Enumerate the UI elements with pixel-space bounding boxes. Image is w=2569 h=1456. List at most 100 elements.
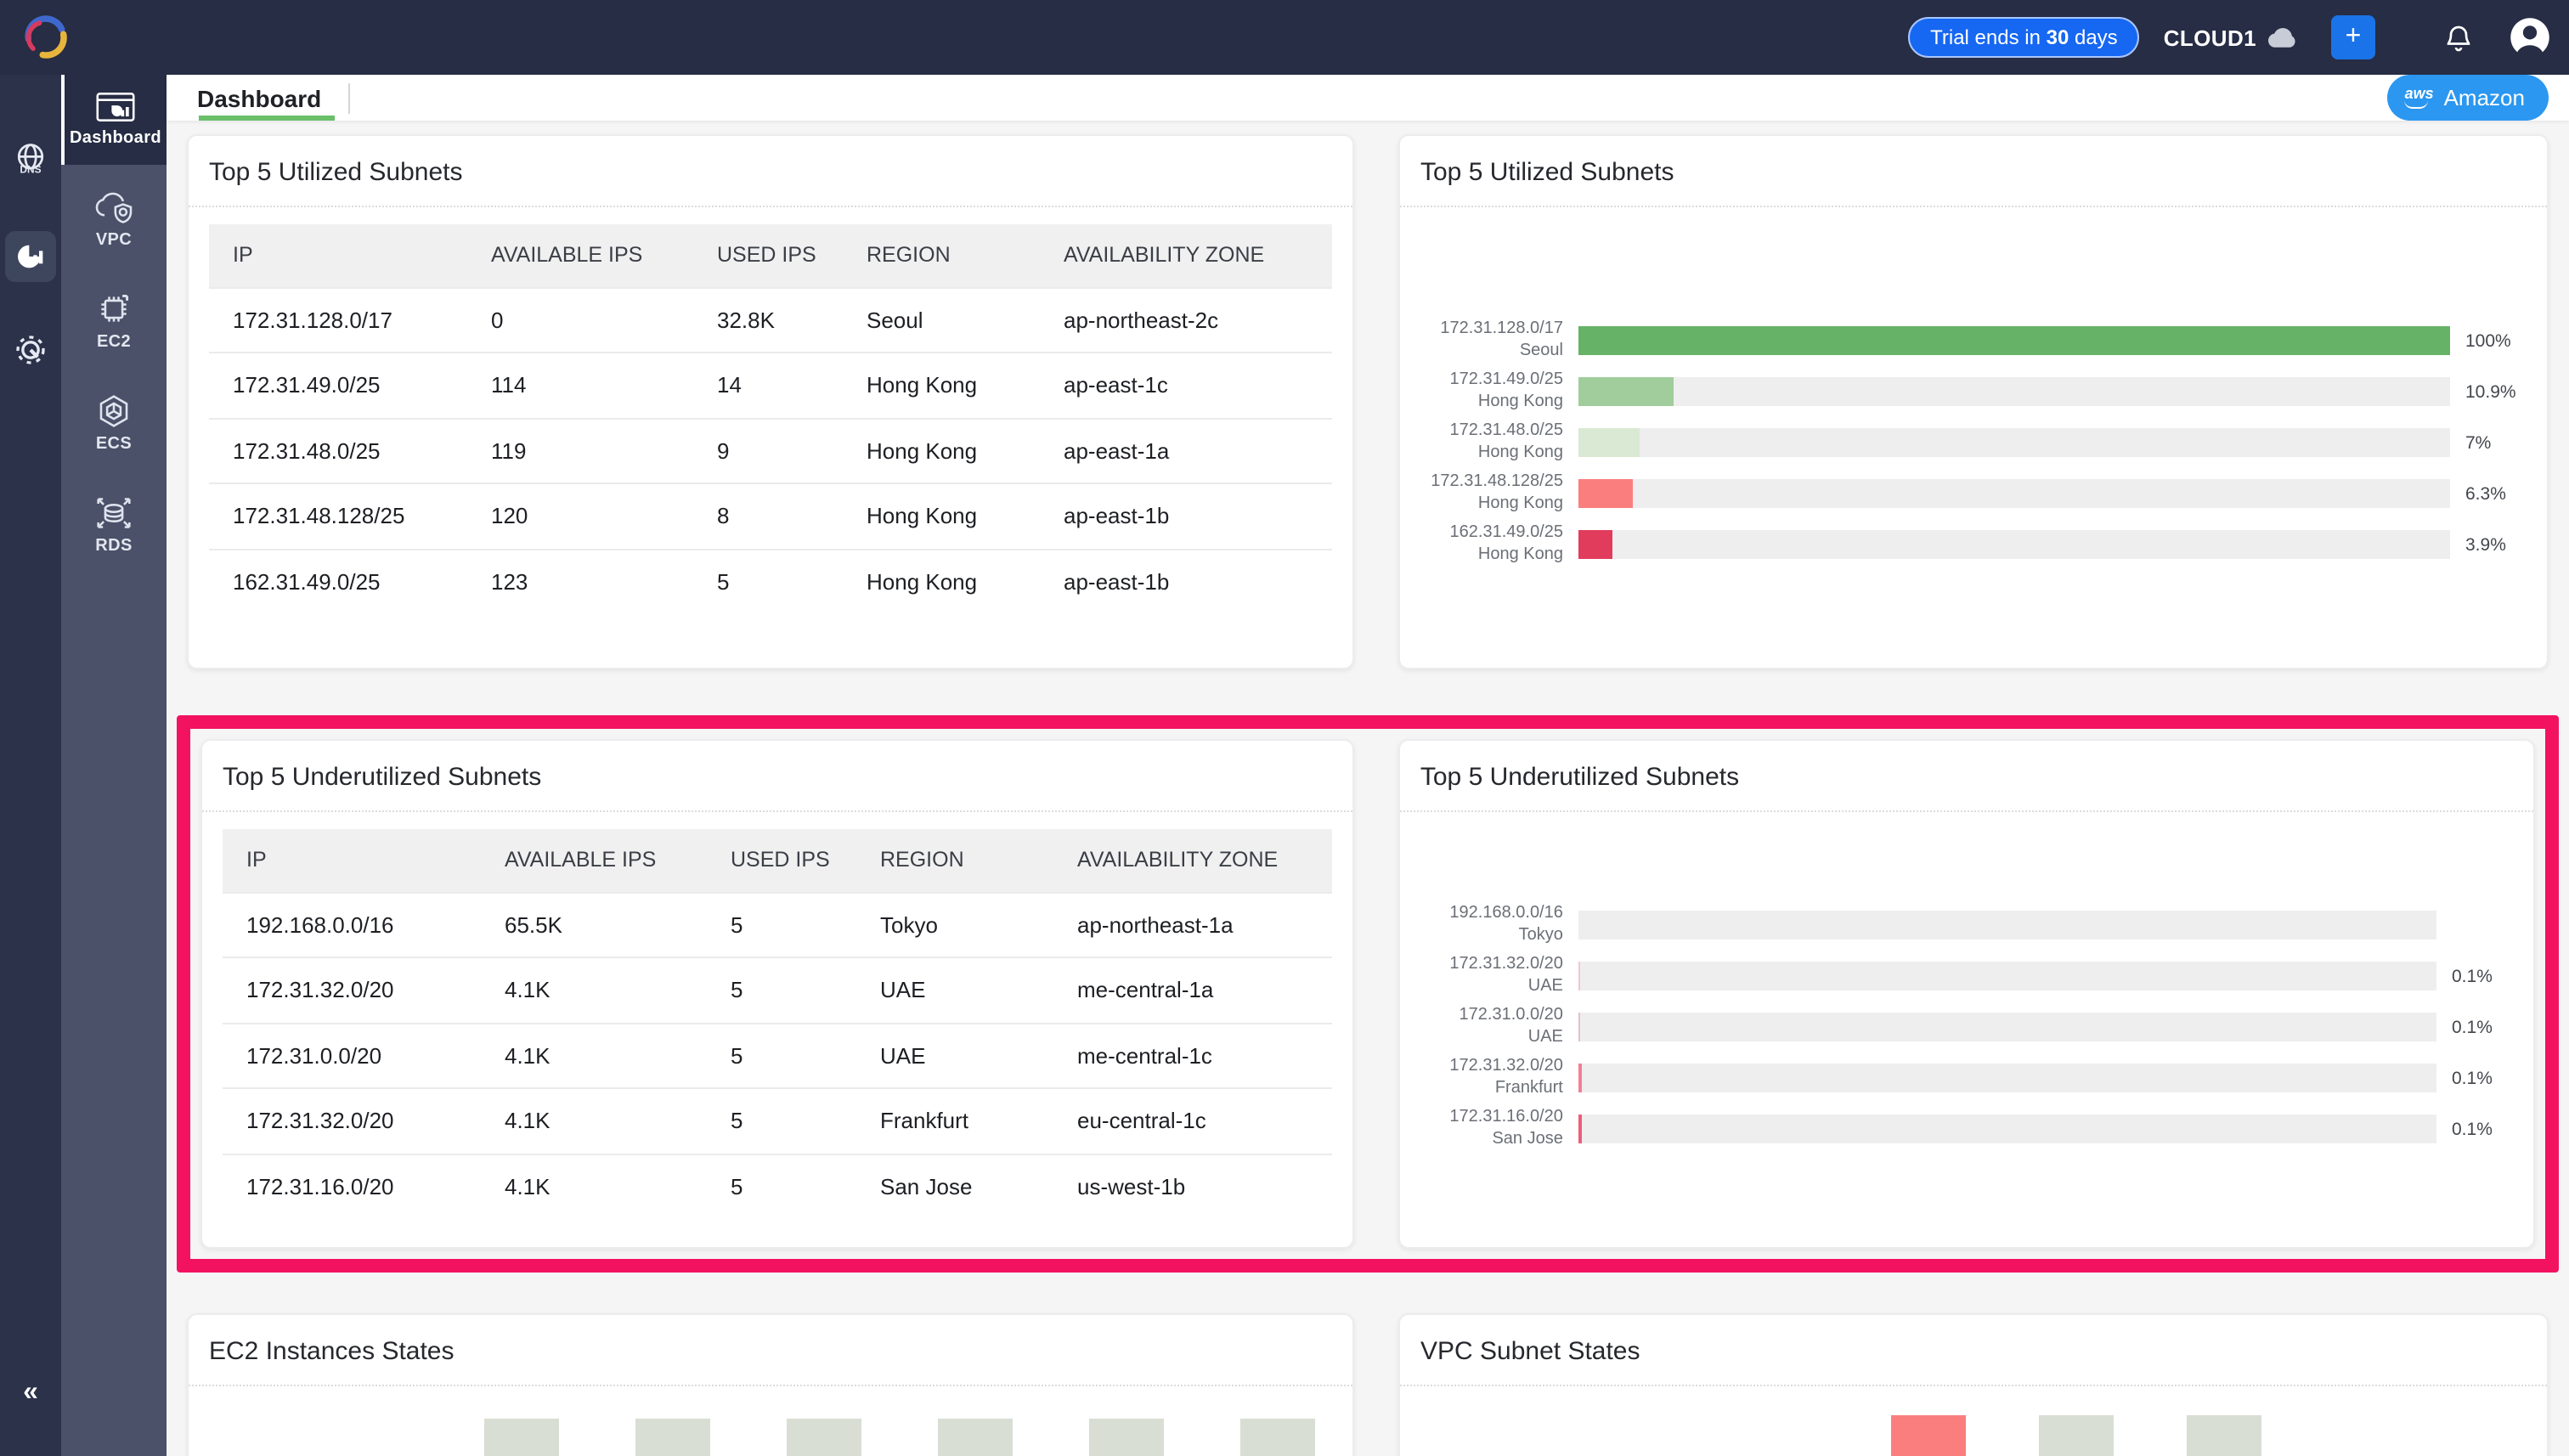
ec2-instances-states-card: EC2 Instances States	[187, 1313, 1354, 1456]
sidebar-item-ecs[interactable]: ECS	[61, 381, 167, 467]
column-header: REGION	[856, 829, 1053, 892]
sidebar-item-ec2[interactable]: EC2	[61, 279, 167, 365]
state-bar	[938, 1419, 1013, 1456]
top-bar: Trial ends in 30 days CLOUD1 +	[0, 0, 2569, 75]
table-cell: Tokyo	[856, 891, 1053, 957]
table-row: 172.31.48.0/25 119 9 Hong Kong ap-east-1a	[209, 417, 1332, 483]
table-cell: Hong Kong	[843, 483, 1040, 549]
table-row: 192.168.0.0/16 65.5K 5 Tokyo ap-northeast-1a	[223, 891, 1332, 957]
chart-bar-track	[1578, 530, 2450, 559]
table-cell: 5	[707, 1022, 856, 1088]
utilized-subnets-table: IP AVAILABLE IPS USED IPS REGION AVAILABILIT…	[189, 224, 1352, 614]
card-divider	[1400, 1385, 2547, 1386]
table-cell: me-central-1c	[1053, 1022, 1332, 1088]
column-header: AVAILABLE IPS	[467, 224, 693, 287]
chart-bar-track	[1578, 1013, 2436, 1041]
sidebar-item-label: EC2	[96, 333, 132, 352]
analytics-icon[interactable]	[5, 231, 56, 282]
state-bar	[635, 1419, 710, 1456]
provider-label: Amazon	[2443, 85, 2525, 110]
table-header-row: IP AVAILABLE IPS USED IPS REGION AVAILABILIT…	[223, 829, 1332, 892]
tab-divider	[348, 82, 351, 113]
table-cell: ap-northeast-2c	[1040, 286, 1332, 353]
utilized-subnets-table-card: Top 5 Utilized Subnets IP AVAILABLE IPS US…	[187, 134, 1354, 669]
chart-row-label: 172.31.0.0/20 UAE	[1459, 1006, 1563, 1046]
chart-row-label: 172.31.16.0/20 San Jose	[1449, 1108, 1563, 1148]
chart-row: 172.31.128.0/17 Seoul 100%	[1420, 319, 2527, 359]
dashboard-icon	[96, 93, 135, 121]
chart-row-label: 172.31.32.0/20 UAE	[1449, 955, 1563, 995]
trial-banner-button[interactable]: Trial ends in 30 days	[1908, 17, 2140, 58]
brand-logo-icon[interactable]	[20, 12, 71, 63]
card-divider	[202, 810, 1352, 812]
state-bar	[1891, 1415, 1966, 1456]
table-cell: 120	[467, 483, 693, 549]
active-tab-underline	[199, 115, 335, 121]
chart-bar-track	[1578, 911, 2436, 940]
subnet-table: IP AVAILABLE IPS USED IPS REGION AVAILABILIT…	[223, 829, 1332, 1219]
sidebar-item-vpc[interactable]: VPC	[61, 180, 167, 263]
chart-bar-value: 10.9%	[2465, 381, 2516, 402]
card-title: Top 5 Utilized Subnets	[1420, 158, 1674, 187]
user-avatar[interactable]	[2508, 15, 2552, 59]
table-cell: 172.31.0.0/20	[223, 1022, 481, 1088]
provider-amazon-button[interactable]: aws Amazon	[2387, 75, 2549, 121]
chart-row-label: 172.31.48.0/25 Hong Kong	[1449, 421, 1563, 461]
dns-icon[interactable]: DNS	[7, 136, 54, 183]
add-button[interactable]: +	[2331, 15, 2375, 59]
chart-bar-track	[1578, 428, 2450, 457]
trial-days-count: 30	[2046, 25, 2069, 49]
chart-bar-track	[1578, 479, 2450, 508]
table-cell: 172.31.49.0/25	[209, 352, 467, 418]
dashboard-main: Top 5 Utilized Subnets IP AVAILABLE IPS US…	[167, 121, 2569, 1456]
table-row: 172.31.128.0/17 0 32.8K Seoul ap-northeast-2…	[209, 286, 1332, 353]
underutilized-subnets-chart-card: Top 5 Underutilized Subnets 192.168.0.0/…	[1397, 739, 2535, 1249]
chart-bar-value: 0.1%	[2452, 1017, 2493, 1037]
subnet-table: IP AVAILABLE IPS USED IPS REGION AVAILABILIT…	[209, 224, 1332, 614]
chart-row: 162.31.49.0/25 Hong Kong 3.9%	[1420, 523, 2527, 563]
state-bar	[787, 1419, 861, 1456]
sidebar-item-rds[interactable]: RDS	[61, 483, 167, 569]
chart-bar-fill	[1578, 1013, 1581, 1041]
table-cell: ap-east-1b	[1040, 548, 1332, 614]
chart-bar-fill	[1578, 428, 1640, 457]
sidebar-item-label: VPC	[95, 231, 133, 250]
aws-logo-icon: aws	[2405, 84, 2434, 108]
chart-bar-value: 0.1%	[2452, 966, 2493, 986]
cloud-icon	[2267, 26, 2295, 47]
table-cell: UAE	[856, 1022, 1053, 1088]
card-title: Top 5 Underutilized Subnets	[223, 763, 542, 792]
column-header: AVAILABLE IPS	[481, 829, 707, 892]
chart-row: 172.31.49.0/25 Hong Kong 10.9%	[1420, 370, 2527, 410]
settings-gear-icon[interactable]	[7, 326, 54, 374]
table-row: 172.31.16.0/20 4.1K 5 San Jose us-west-1b	[223, 1153, 1332, 1219]
table-cell: 5	[693, 548, 843, 614]
tab-dashboard[interactable]: Dashboard	[187, 75, 335, 121]
table-cell: 5	[707, 1087, 856, 1154]
state-bar	[2187, 1415, 2261, 1456]
ecs-icon	[99, 395, 128, 427]
table-cell: San Jose	[856, 1153, 1053, 1219]
table-cell: 123	[467, 548, 693, 614]
org-selector[interactable]: CLOUD1	[2164, 25, 2297, 50]
chart-bar-fill	[1578, 1064, 1582, 1092]
card-title: Top 5 Underutilized Subnets	[1420, 763, 1740, 792]
table-row: 172.31.32.0/20 4.1K 5 UAE me-central-1a	[223, 957, 1332, 1023]
chart-bar-fill	[1578, 479, 1634, 508]
collapse-sidebar-button[interactable]: «	[23, 1378, 38, 1407]
sidebar-item-dashboard[interactable]: Dashboard	[61, 75, 167, 165]
sidebar-item-label: ECS	[95, 435, 133, 454]
chart-bar-track	[1578, 1115, 2436, 1143]
table-row: 172.31.0.0/20 4.1K 5 UAE me-central-1c	[223, 1022, 1332, 1088]
chart-row: 172.31.48.128/25 Hong Kong 6.3%	[1420, 472, 2527, 512]
card-title: Top 5 Utilized Subnets	[209, 158, 463, 187]
state-bar	[1089, 1419, 1164, 1456]
chart-row: 172.31.16.0/20 San Jose 0.1%	[1420, 1108, 2513, 1148]
notifications-bell-icon[interactable]	[2443, 22, 2474, 53]
chart-row: 172.31.32.0/20 UAE 0.1%	[1420, 955, 2513, 995]
table-cell: Seoul	[843, 286, 1040, 353]
card-title: EC2 Instances States	[209, 1337, 455, 1366]
vpc-subnet-states-card: VPC Subnet States	[1398, 1313, 2549, 1456]
table-cell: 5	[707, 891, 856, 957]
